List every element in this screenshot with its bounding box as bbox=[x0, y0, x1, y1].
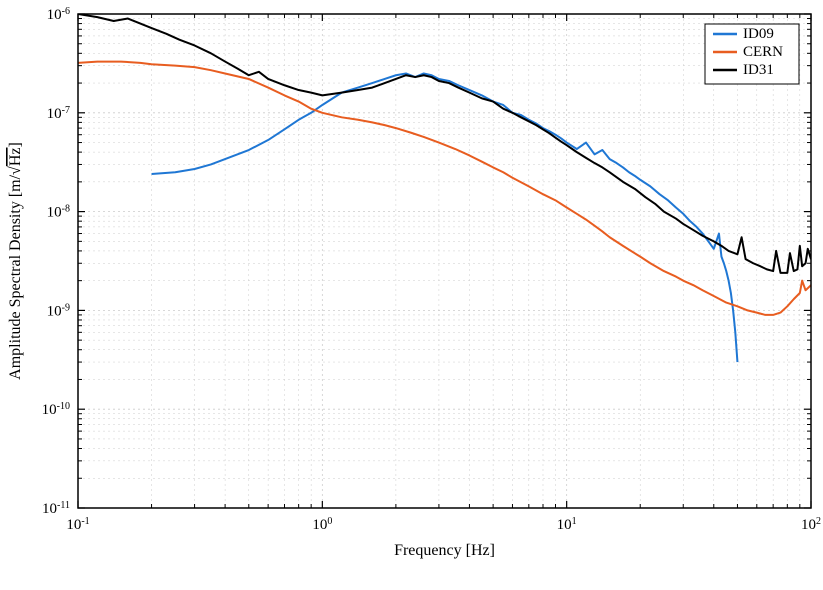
svg-text:10-8: 10-8 bbox=[47, 203, 70, 221]
svg-text:10-7: 10-7 bbox=[47, 104, 70, 122]
svg-text:10-10: 10-10 bbox=[42, 401, 70, 419]
asd-chart: 10-1 100 101 102 10-11 10-10 10-9 10-8 10-7 10-6 F… bbox=[0, 0, 823, 590]
svg-text:101: 101 bbox=[557, 516, 577, 534]
svg-text:10-9: 10-9 bbox=[47, 302, 70, 320]
svg-text:10-1: 10-1 bbox=[66, 516, 89, 534]
legend-label-CERN: CERN bbox=[743, 44, 783, 60]
svg-text:10-6: 10-6 bbox=[47, 6, 70, 24]
y-axis-label: Amplitude Spectral Density [m/√Hz] bbox=[7, 142, 24, 380]
svg-text:102: 102 bbox=[801, 516, 821, 534]
svg-text:10-11: 10-11 bbox=[42, 500, 70, 518]
legend-label-ID31: ID31 bbox=[743, 62, 774, 78]
svg-text:100: 100 bbox=[312, 516, 332, 534]
x-axis-label: Frequency [Hz] bbox=[394, 542, 495, 559]
chart-svg: 10-1 100 101 102 10-11 10-10 10-9 10-8 10-7 10-6 F… bbox=[0, 0, 823, 590]
legend-label-ID09: ID09 bbox=[743, 26, 774, 42]
